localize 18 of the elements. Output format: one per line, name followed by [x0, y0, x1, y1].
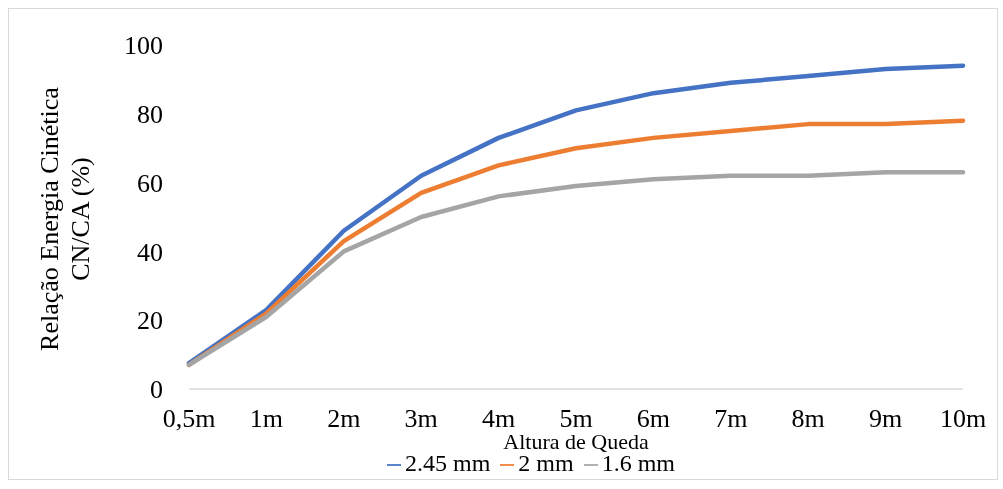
y-tick-label: 40 [137, 237, 163, 267]
x-tick-label: 7m [714, 404, 748, 434]
x-tick-label: 1m [249, 404, 284, 434]
y-axis-title: Relação Energia Cinética CN/CA (%) [34, 86, 96, 353]
line-series [186, 170, 966, 368]
x-tick-label: 10m [939, 404, 987, 434]
y-tick-label: 20 [137, 306, 163, 336]
line-series [186, 63, 966, 366]
x-tick-label: 9m [868, 404, 903, 434]
y-tick-label: 60 [137, 168, 163, 198]
x-tick-label: 3m [404, 404, 438, 434]
y-tick-label: 100 [124, 31, 163, 61]
y-tick-label: 80 [137, 100, 163, 130]
x-tick-label: 0,5m [162, 404, 216, 434]
legend-label: 2.45 mm [404, 450, 491, 476]
y-tick-label: 0 [150, 375, 163, 405]
x-tick-label: 8m [791, 404, 825, 434]
x-tick-label: 2m [327, 404, 361, 434]
